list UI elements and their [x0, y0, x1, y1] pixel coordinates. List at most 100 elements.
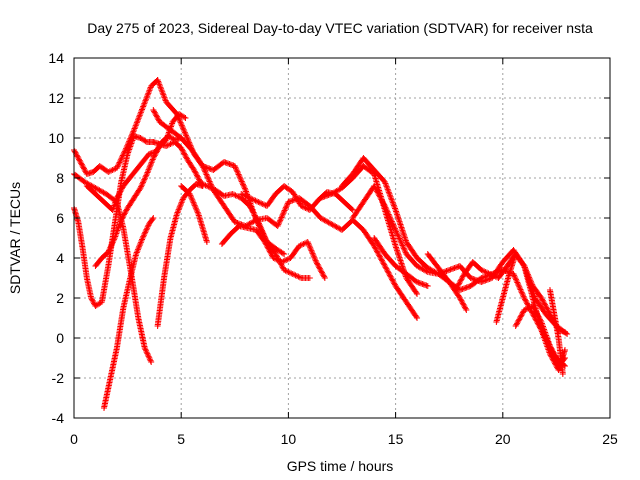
data-point: [111, 166, 118, 173]
data-point: [266, 247, 273, 253]
y-tick-label: 0: [56, 330, 64, 346]
data-point: [286, 269, 293, 276]
data-point: [148, 159, 155, 166]
data-point: [518, 289, 525, 296]
data-point: [459, 273, 466, 280]
data-point: [200, 164, 207, 171]
data-point: [267, 249, 274, 256]
data-point: [516, 285, 523, 292]
data-point: [519, 309, 526, 316]
data-point: [390, 201, 397, 208]
data-point: [234, 170, 241, 177]
data-point: [181, 150, 188, 157]
data-point: [384, 208, 391, 215]
data-point: [414, 291, 421, 297]
data-point: [118, 187, 125, 193]
data-point: [202, 168, 209, 175]
data-point: [143, 347, 150, 354]
data-point: [459, 275, 466, 281]
data-point: [553, 357, 560, 364]
data-point: [385, 210, 392, 217]
data-point: [371, 244, 378, 251]
data-point: [136, 186, 143, 193]
data-point: [153, 149, 160, 156]
data-point: [395, 232, 402, 239]
data-point: [400, 245, 407, 252]
data-point: [90, 299, 97, 305]
data-point: [121, 210, 128, 217]
data-point: [461, 303, 468, 309]
data-point: [233, 167, 240, 174]
data-point: [384, 186, 391, 193]
data-point: [134, 118, 141, 125]
data-point: [378, 196, 385, 203]
data-point: [105, 247, 112, 254]
data-point: [155, 78, 162, 85]
data-point: [550, 351, 557, 358]
data-point: [243, 193, 250, 200]
data-point: [456, 280, 463, 287]
data-point: [317, 267, 324, 273]
data-point: [115, 160, 122, 167]
data-point: [71, 148, 78, 155]
data-point: [259, 201, 266, 207]
x-tick-label: 5: [177, 431, 185, 447]
data-point: [79, 163, 86, 169]
data-point: [386, 190, 393, 197]
data-point: [279, 250, 286, 257]
data-point: [386, 272, 393, 279]
data-point: [139, 236, 146, 243]
data-point: [531, 305, 538, 312]
data-point: [486, 271, 493, 277]
data-point: [232, 192, 239, 199]
data-point: [242, 193, 249, 199]
data-point: [142, 138, 149, 145]
data-point: [154, 147, 161, 153]
data-point: [80, 164, 87, 171]
data-point: [143, 172, 150, 179]
data-point: [306, 275, 313, 281]
data-point: [531, 307, 538, 313]
data-point: [387, 215, 394, 222]
data-point: [204, 172, 211, 179]
data-point: [248, 195, 255, 202]
x-tick-label: 0: [70, 431, 78, 447]
data-point: [279, 264, 286, 271]
data-point: [478, 267, 485, 273]
data-point: [541, 301, 548, 308]
y-tick-label: 6: [56, 210, 64, 226]
data-point: [310, 253, 317, 260]
data-point: [142, 346, 149, 353]
data-point: [181, 114, 188, 121]
data-point: [105, 249, 112, 255]
data-point: [389, 199, 396, 206]
data-point: [318, 268, 325, 275]
data-point: [258, 200, 265, 207]
data-point: [161, 94, 168, 101]
data-point: [516, 283, 523, 290]
y-tick-label: 10: [48, 130, 64, 146]
data-point: [485, 270, 492, 277]
data-point: [381, 179, 388, 185]
data-point: [274, 257, 281, 263]
data-point: [188, 193, 195, 200]
data-point: [140, 232, 147, 239]
data-point: [198, 161, 205, 168]
data-point: [516, 316, 523, 323]
data-point: [134, 248, 141, 255]
data-point: [143, 94, 150, 101]
data-point: [278, 259, 285, 265]
data-point: [266, 248, 273, 255]
data-point: [276, 257, 283, 264]
data-point: [119, 214, 126, 221]
data-point: [523, 299, 530, 305]
data-point: [194, 208, 201, 215]
data-point: [118, 155, 125, 162]
data-point: [231, 163, 238, 169]
data-point: [183, 132, 190, 139]
data-point: [263, 241, 270, 248]
data-point: [373, 187, 380, 193]
data-point: [140, 233, 147, 240]
data-point: [81, 165, 88, 172]
data-point: [482, 269, 489, 275]
